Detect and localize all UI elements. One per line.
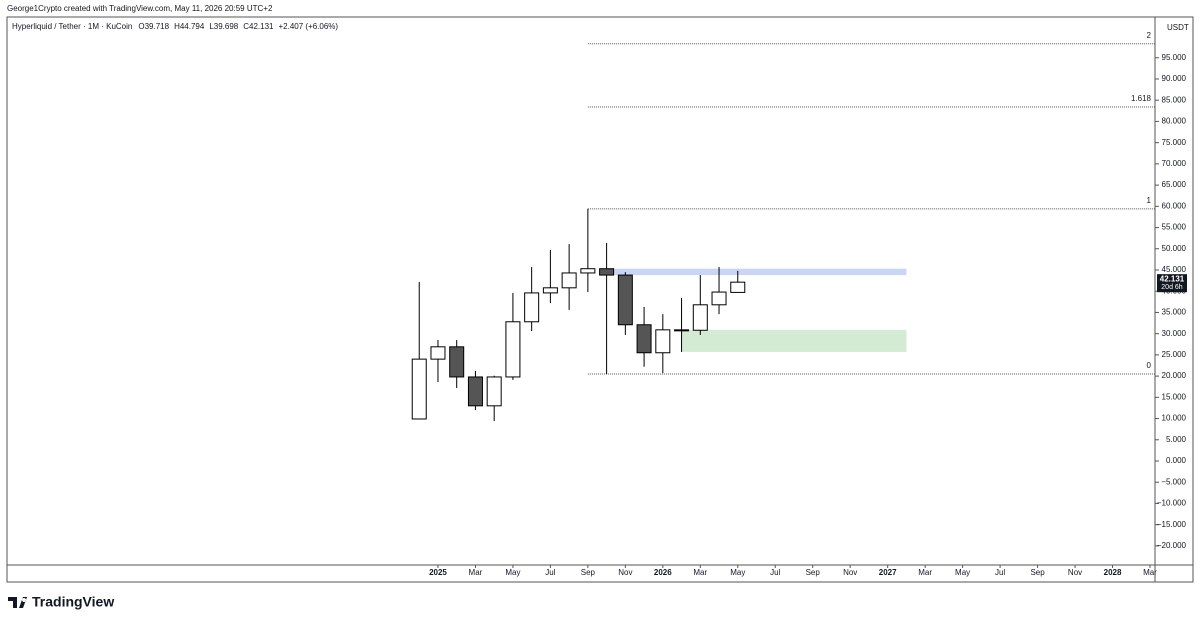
y-tick-label: 50.000 [1162,244,1187,253]
x-tick-label: Jul [770,568,780,577]
y-tick-label: −10.000 [1157,499,1187,508]
price-tag-label: 42.131 [1160,274,1185,283]
x-tick-label: Sep [806,568,821,577]
x-tick-label: 2026 [654,568,672,577]
legend-value: C42.131 [243,22,274,31]
candle-body [524,292,540,323]
legend-value: +2.407 (+6.06%) [278,22,338,31]
x-tick-label: May [730,568,745,577]
y-tick-label: 25.000 [1162,350,1187,359]
axis-unit: USDT [1167,23,1189,32]
x-tick-label: Nov [1068,568,1082,577]
x-tick-label: 2028 [1104,568,1122,577]
x-tick-label: May [955,568,970,577]
x-tick-label: May [505,568,520,577]
legend-value: H44.794 [174,22,205,31]
y-tick-label: 45.000 [1162,265,1187,274]
candle-body [674,329,690,332]
y-tick-label: 15.000 [1162,392,1187,401]
x-tick-label: Sep [1030,568,1045,577]
x-tick-label: Mar [693,568,707,577]
x-tick-label: Mar [469,568,483,577]
logo: TradingView [8,594,114,610]
candle-body [505,321,521,378]
countdown: 20d 6h [1161,284,1183,291]
candle-body [542,287,558,294]
x-tick-label: 2025 [429,568,447,577]
attribution: George1Crypto created with TradingView.c… [7,4,273,13]
y-tick-label: 55.000 [1162,223,1187,232]
x-tick-label: Sep [581,568,596,577]
zone [681,329,907,352]
price-tag [1157,274,1187,293]
y-tick-label: 10.000 [1162,414,1187,423]
candle-body [580,268,596,274]
y-tick-label: 80.000 [1162,117,1187,126]
x-tick-label: 2027 [879,568,897,577]
legend-value: L39.698 [209,22,238,31]
candle-body [486,376,502,407]
x-tick-label: Jul [545,568,555,577]
candle-body [692,304,708,331]
candle-body [449,346,465,378]
y-tick-label: 85.000 [1162,95,1187,104]
fib-label: 0 [1147,361,1152,370]
fib-label: 1.618 [1131,94,1152,103]
y-tick-label: 75.000 [1162,138,1187,147]
candle-body [655,329,671,354]
y-tick-label: −5.000 [1161,477,1186,486]
candle-body [467,376,483,407]
candle-body [411,358,427,420]
candle-body [430,346,446,360]
y-tick-label: 30.000 [1162,329,1187,338]
candle-body [711,291,727,306]
candle-body [730,281,746,293]
x-tick-label: Mar [918,568,932,577]
candle-body [561,272,577,289]
y-tick-label: 90.000 [1162,74,1187,83]
x-tick-label: Mar [1143,568,1157,577]
x-tick-label: Nov [843,568,857,577]
fib-label: 2 [1147,31,1152,40]
x-tick-label: Nov [618,568,632,577]
y-tick-label: 35.000 [1162,308,1187,317]
y-tick-label: 5.000 [1166,435,1187,444]
legend-value: O39.718 [138,22,169,31]
y-tick-label: 60.000 [1162,201,1187,210]
y-tick-label: 95.000 [1162,53,1187,62]
candle-body [599,268,615,276]
frame [6,16,1194,583]
y-tick-label: −20.000 [1157,541,1187,550]
x-tick-label: Jul [995,568,1005,577]
fib-label: 1 [1147,196,1152,205]
y-tick-label: 65.000 [1162,180,1187,189]
candle-body [617,274,633,326]
y-tick-label: −15.000 [1157,520,1187,529]
logo-text: TradingView [32,594,114,610]
logo-icon [8,597,27,608]
y-tick-label: 70.000 [1162,159,1187,168]
candle-body [636,324,652,354]
zone [606,268,907,276]
y-tick-label: 20.000 [1162,371,1187,380]
legend-symbol: Hyperliquid / Tether · 1M · KuCoin [12,22,132,31]
y-tick-label: 0.000 [1166,456,1187,465]
